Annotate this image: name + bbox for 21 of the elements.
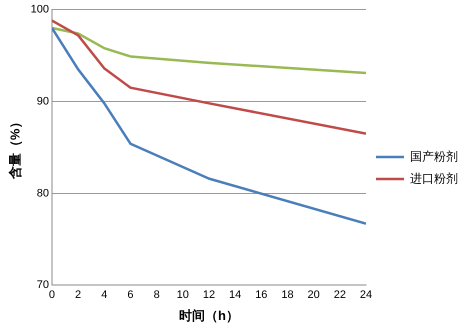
y-tick-label: 90 [36, 96, 49, 108]
x-tick-label: 14 [229, 288, 242, 301]
x-tick-label: 8 [154, 288, 160, 301]
x-tick-label: 18 [281, 288, 294, 301]
x-tick-label: 2 [75, 288, 82, 301]
y-tick-label: 100 [30, 4, 49, 16]
x-tick-label: 22 [334, 288, 346, 301]
y-tick-label: 80 [36, 187, 49, 200]
x-tick-label: 0 [48, 288, 56, 301]
x-tick-label: 12 [202, 288, 216, 301]
y-axis-title: 含量（%） [7, 116, 22, 180]
legend-label: 国产粉剂 [410, 149, 458, 164]
x-axis-title: 时间（h） [179, 308, 239, 323]
x-tick-label: 4 [101, 288, 108, 301]
x-tick-label: 10 [176, 288, 189, 301]
x-tick-label: 16 [255, 288, 268, 301]
x-tick-label: 24 [360, 288, 372, 301]
x-tick-label: 6 [127, 288, 134, 301]
y-tick-label: 70 [36, 279, 49, 292]
x-tick-label: 20 [308, 288, 320, 301]
legend-label: 进口粉剂 [410, 171, 458, 186]
